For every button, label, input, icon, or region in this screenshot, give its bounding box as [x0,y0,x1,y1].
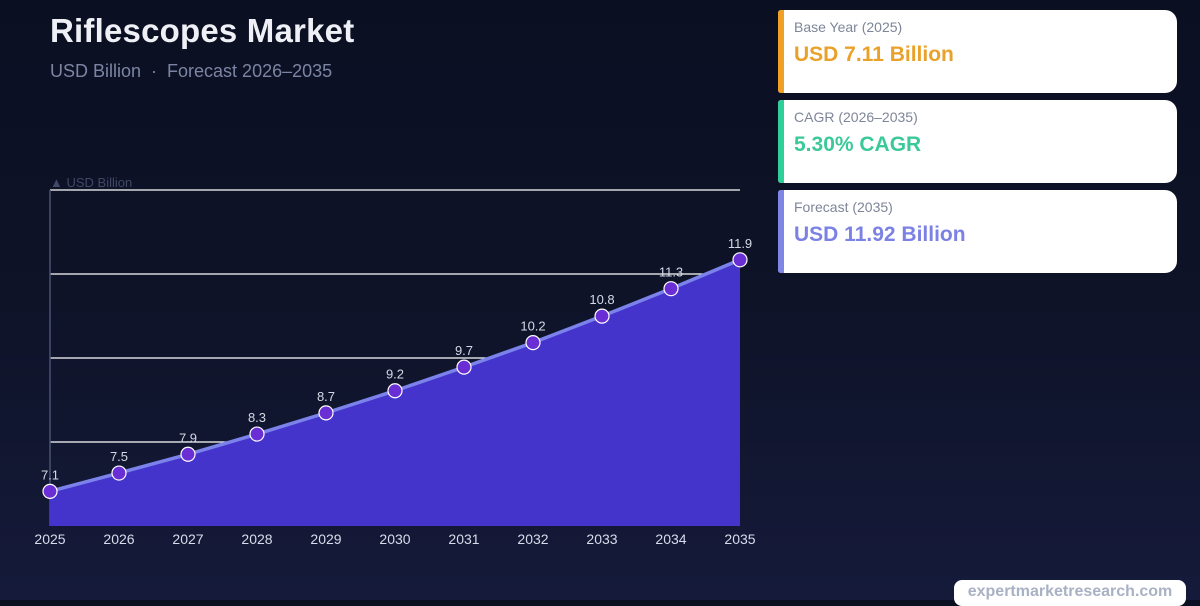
data-label: 7.9 [179,430,197,445]
data-point-marker [663,281,679,297]
subtitle: USD Billion · Forecast 2026–2035 [50,61,332,82]
kpi-label: Base Year (2025) [794,19,903,35]
data-point-marker [249,426,265,442]
area-chart: ▲ USD Billion 7.1 2025 7.5 2026 7.9 2027 8.3 202… [34,175,755,547]
kpi-value: USD 7.11 Billion [794,43,954,66]
data-label: 8.7 [317,389,335,404]
accent-bar [778,190,784,273]
data-point-marker [111,465,127,481]
kpi-label: CAGR (2026–2035) [794,109,918,125]
unit-label: USD Billion [50,61,142,81]
kpi-value: 5.30% CAGR [794,133,922,156]
x-tick-label: 2032 [517,531,548,547]
separator: · [151,61,158,81]
kpi-card-base-year: Base Year (2025) USD 7.11 Billion [778,10,1177,93]
watermark-link[interactable]: expertmarketresearch.com [954,580,1186,606]
x-tick-label: 2028 [241,531,272,547]
data-point-marker [525,334,541,351]
data-point-marker [318,405,334,421]
data-label: 7.5 [110,449,128,464]
data-point-marker [456,359,472,375]
data-point-marker [42,483,58,499]
x-tick-label: 2031 [448,531,479,547]
data-point-marker [594,308,610,324]
data-label: 11.3 [659,265,683,280]
x-tick-label: 2033 [586,531,617,547]
data-label: 7.1 [41,467,59,482]
kpi-value: USD 11.92 Billion [794,223,966,246]
x-tick-label: 2035 [724,531,755,547]
data-label: 9.7 [455,343,473,358]
x-tick-label: 2025 [34,531,65,547]
data-point-marker [387,383,403,399]
data-label: 11.9 [728,236,752,251]
x-tick-label: 2034 [655,531,686,547]
page-title: Riflescopes Market [50,12,355,49]
x-tick-label: 2029 [310,531,341,547]
x-tick-label: 2027 [172,531,203,547]
data-label: 10.8 [589,292,614,307]
accent-bar [778,100,784,183]
data-label: 10.2 [520,319,545,334]
data-point-marker [732,252,748,268]
data-point-marker [180,446,196,462]
accent-bar [778,10,784,93]
kpi-label: Forecast (2035) [794,199,893,215]
x-tick-label: 2026 [103,531,134,547]
kpi-card-forecast: Forecast (2035) USD 11.92 Billion [778,190,1177,273]
data-label: 9.2 [386,367,404,382]
forecast-label: Forecast 2026–2035 [167,61,333,81]
kpi-cards: Base Year (2025) USD 7.11 Billion CAGR (… [778,10,1177,280]
data-label: 8.3 [248,410,266,425]
kpi-card-cagr: CAGR (2026–2035) 5.30% CAGR [778,100,1177,183]
y-axis-label: ▲ USD Billion [50,175,132,190]
x-tick-label: 2030 [379,531,410,547]
